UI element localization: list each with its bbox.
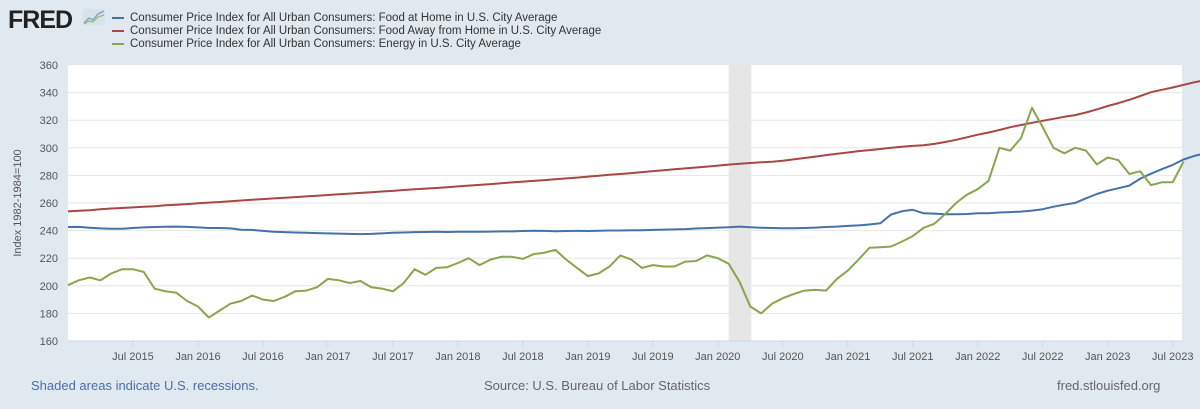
y-tick-label: 360 — [40, 60, 58, 72]
y-axis-label: Index 1982-1984=100 — [12, 149, 24, 256]
recession-note: Shaded areas indicate U.S. recessions. — [31, 378, 259, 393]
site-link[interactable]: fred.stlouisfed.org — [1057, 378, 1161, 393]
y-tick-label: 320 — [40, 115, 58, 127]
legend-item[interactable]: Consumer Price Index for All Urban Consu… — [112, 37, 601, 50]
legend-swatch — [112, 16, 124, 19]
x-tick-label: Jan 2020 — [695, 351, 740, 363]
series-line-0 — [67, 153, 1200, 236]
x-axis-ticks: Jul 2015 Jan 2016 Jul 2016 Jan 2017 Jul 2017… — [112, 341, 1193, 363]
y-tick-label: 340 — [40, 88, 58, 100]
x-tick-label: Jan 2023 — [1085, 351, 1130, 363]
source-note: Source: U.S. Bureau of Labor Statistics — [484, 378, 711, 393]
series-line-1 — [67, 80, 1200, 213]
x-tick-label: Jul 2015 — [112, 351, 154, 363]
x-tick-label: Jan 2022 — [955, 351, 1000, 363]
x-tick-label: Jul 2018 — [502, 351, 544, 363]
legend-swatch — [112, 42, 124, 45]
y-axis-ticks: 160 180 200 220 240 260 280 300 320 340 360 — [40, 60, 58, 348]
line-chart-icon — [83, 9, 105, 25]
x-tick-label: Jul 2020 — [762, 351, 804, 363]
series-line-2 — [67, 106, 1185, 319]
legend-item[interactable]: Consumer Price Index for All Urban Consu… — [112, 11, 601, 24]
legend-item[interactable]: Consumer Price Index for All Urban Consu… — [112, 24, 601, 37]
legend-label: Consumer Price Index for All Urban Consu… — [130, 11, 558, 24]
legend-label: Consumer Price Index for All Urban Consu… — [130, 24, 602, 37]
chart-header: FRED Consumer Price Index for All Urban … — [0, 0, 1200, 60]
x-tick-label: Jan 2021 — [825, 351, 870, 363]
x-tick-label: Jan 2019 — [565, 351, 610, 363]
y-tick-label: 240 — [40, 226, 58, 238]
x-tick-label: Jul 2019 — [632, 351, 674, 363]
x-tick-label: Jul 2016 — [242, 351, 284, 363]
x-tick-label: Jul 2017 — [372, 351, 414, 363]
legend-label: Consumer Price Index for All Urban Consu… — [130, 37, 521, 50]
x-tick-label: Jan 2017 — [305, 351, 350, 363]
y-tick-label: 300 — [40, 143, 58, 155]
y-tick-label: 200 — [40, 281, 58, 293]
fred-logo: FRED — [8, 6, 73, 34]
x-tick-label: Jul 2022 — [1022, 351, 1064, 363]
x-tick-label: Jul 2021 — [892, 351, 934, 363]
y-tick-label: 180 — [40, 308, 58, 320]
series-layer — [67, 80, 1200, 319]
y-tick-label: 260 — [40, 198, 58, 210]
chart-legend: Consumer Price Index for All Urban Consu… — [112, 11, 601, 50]
x-tick-label: Jan 2018 — [435, 351, 480, 363]
legend-swatch — [112, 29, 124, 32]
y-tick-label: 220 — [40, 253, 58, 265]
y-tick-label: 280 — [40, 170, 58, 182]
y-tick-label: 160 — [40, 336, 58, 348]
x-tick-label: Jan 2016 — [175, 351, 220, 363]
x-tick-label: Jul 2023 — [1152, 351, 1194, 363]
